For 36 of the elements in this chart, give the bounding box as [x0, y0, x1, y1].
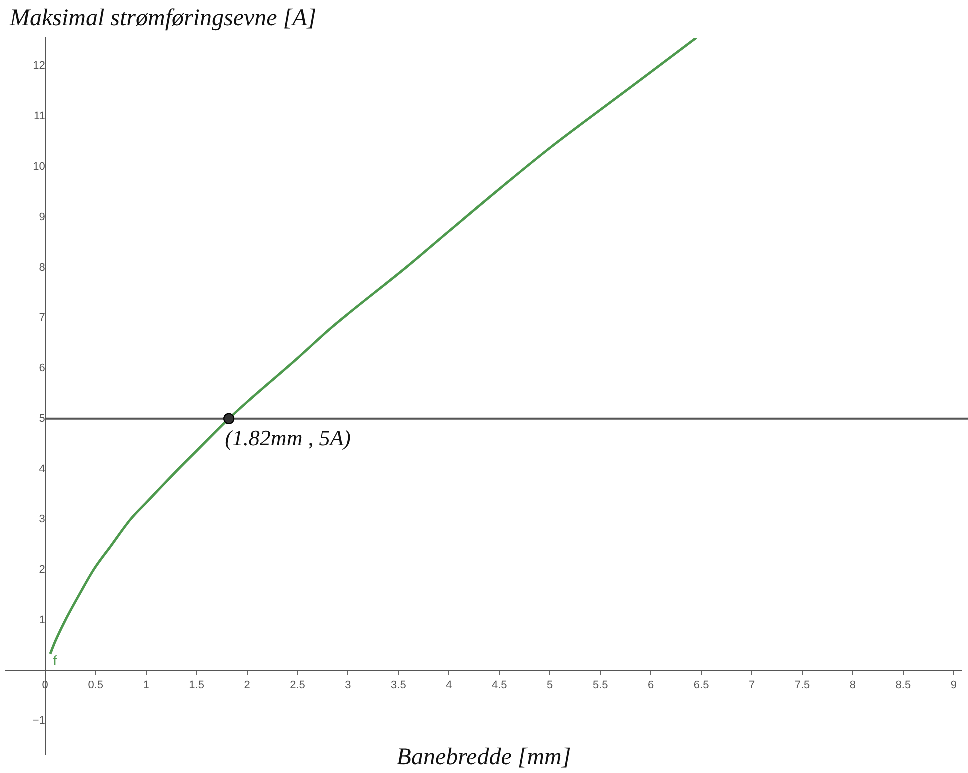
- y-tick-label: 5: [39, 412, 46, 425]
- y-tick-label: 3: [39, 514, 46, 526]
- x-tick-label: 1.5: [189, 679, 204, 692]
- x-tick-label: 6.5: [694, 679, 710, 692]
- y-tick-label: 1: [39, 614, 46, 626]
- x-tick-label: 8.5: [896, 679, 912, 692]
- x-tick-label: 3: [345, 679, 352, 692]
- x-tick-label: 6: [648, 679, 654, 692]
- x-tick-label: 0.5: [88, 679, 104, 692]
- x-axis-title: Banebredde [mm]: [396, 744, 572, 770]
- y-tick-label: 4: [39, 463, 46, 476]
- x-tick-label: 7: [748, 679, 756, 692]
- x-tick-label: 5.5: [592, 679, 608, 692]
- series-label: f: [53, 653, 58, 668]
- x-tick-label: 7.5: [794, 679, 810, 692]
- y-tick-label: 2: [39, 564, 46, 576]
- y-tick-label: 6: [39, 362, 46, 375]
- y-tick-label: 11: [34, 110, 46, 123]
- y-tick-label: 9: [39, 211, 46, 224]
- y-tick-label: 12: [33, 60, 46, 72]
- y-tick-label: 7: [39, 312, 46, 324]
- x-tick-label: 8: [850, 679, 856, 692]
- x-tick-label: 4: [446, 679, 452, 692]
- x-tick-label: 2.5: [290, 679, 306, 692]
- x-tick-label: 2: [244, 679, 250, 692]
- x-tick-label: 3.5: [391, 679, 406, 692]
- y-tick-label: 8: [39, 262, 46, 274]
- line-series: [49, 38, 698, 656]
- x-tick-label: 9: [950, 679, 957, 692]
- y-axis-title: Maksimal strømføringsevne [A]: [9, 5, 317, 32]
- y-tick-label: −1: [32, 715, 46, 728]
- x-tick-label: 4.5: [492, 679, 508, 692]
- y-tick-label: 10: [33, 161, 46, 174]
- annotation: (1.82mm , 5A): [225, 426, 351, 451]
- x-tick-label: 1: [143, 679, 150, 692]
- x-tick-label: 5: [547, 679, 554, 692]
